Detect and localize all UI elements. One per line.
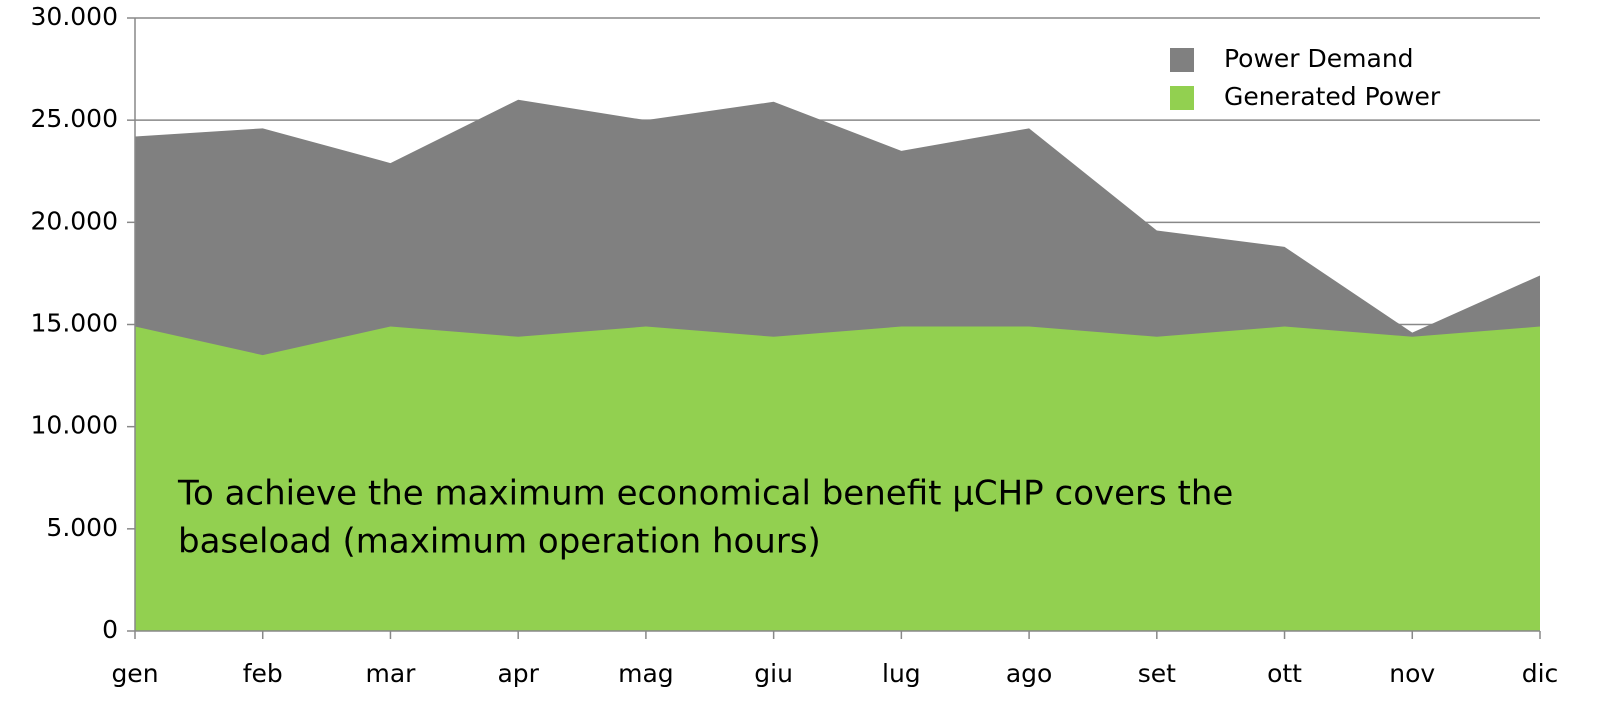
legend-label: Power Demand bbox=[1224, 44, 1414, 73]
x-tick-label: gen bbox=[111, 659, 158, 688]
x-tick-label: set bbox=[1138, 659, 1176, 688]
y-tick-label: 10.000 bbox=[31, 411, 118, 440]
y-tick-label: 5.000 bbox=[46, 513, 118, 542]
area bbox=[135, 326, 1540, 631]
x-tick-label: giu bbox=[754, 659, 793, 688]
x-tick-label: lug bbox=[882, 659, 921, 688]
x-tick-label: apr bbox=[497, 659, 539, 688]
legend-swatch bbox=[1170, 48, 1194, 72]
annotation: To achieve the maximum economical benefi… bbox=[177, 474, 1233, 514]
annotation: baseload (maximum operation hours) bbox=[178, 522, 821, 562]
y-tick-label: 30.000 bbox=[31, 2, 118, 31]
y-tick-label: 0 bbox=[102, 615, 118, 644]
x-tick-label: ago bbox=[1006, 659, 1052, 688]
x-tick-label: mar bbox=[365, 659, 416, 688]
y-tick-label: 25.000 bbox=[31, 104, 118, 133]
x-tick-label: feb bbox=[243, 659, 283, 688]
legend-swatch bbox=[1170, 86, 1194, 110]
x-tick-label: mag bbox=[618, 659, 674, 688]
x-tick-label: dic bbox=[1522, 659, 1559, 688]
legend-label: Generated Power bbox=[1224, 82, 1441, 111]
x-tick-label: nov bbox=[1389, 659, 1435, 688]
y-tick-label: 15.000 bbox=[31, 309, 118, 338]
x-tick-label: ott bbox=[1267, 659, 1302, 688]
y-tick-label: 20.000 bbox=[31, 206, 118, 235]
